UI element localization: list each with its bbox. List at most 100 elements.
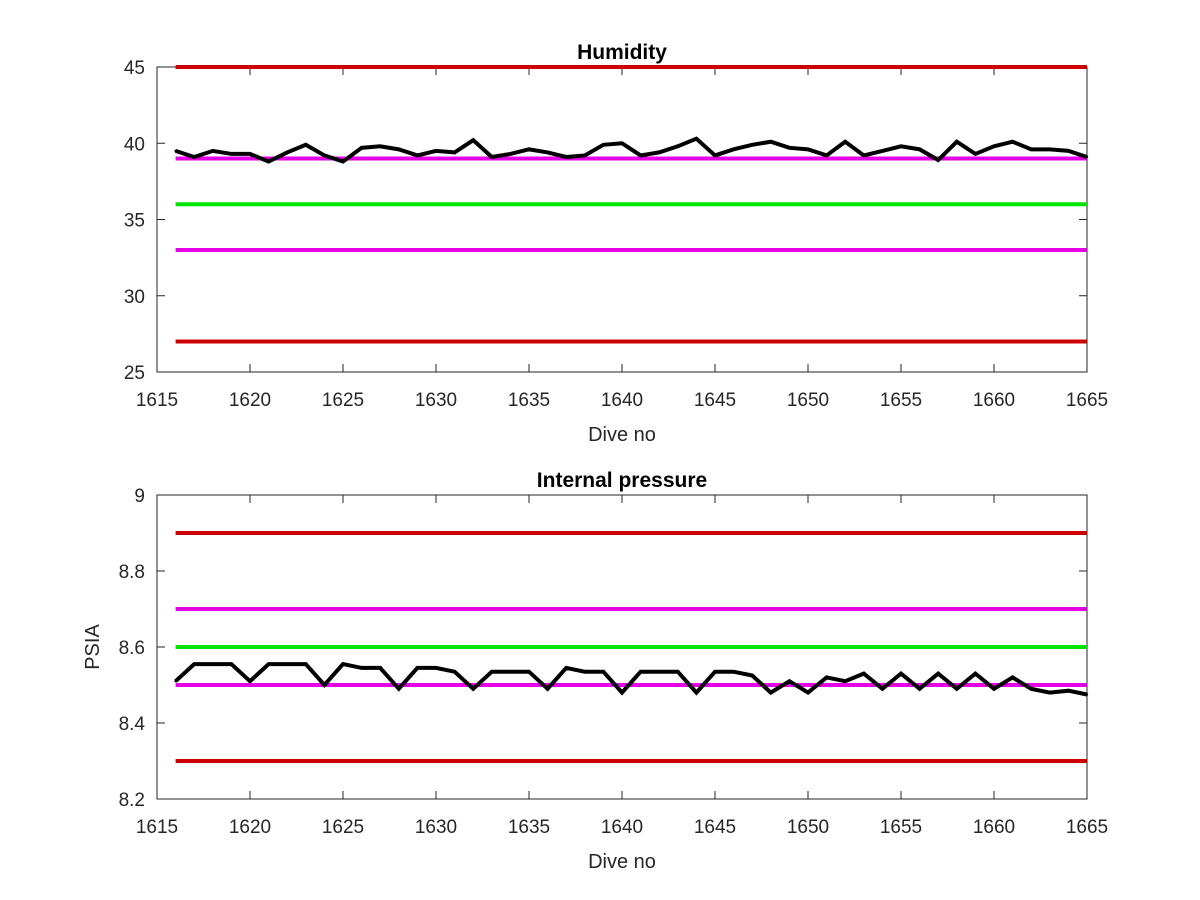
- humidity-data-point: [304, 143, 307, 146]
- internal-pressure-data-point: [509, 670, 512, 673]
- humidity-data-point: [416, 154, 419, 157]
- humidity-data-point: [286, 151, 289, 154]
- internal-pressure-data-point: [434, 666, 438, 670]
- internal-pressure-data-point: [806, 691, 810, 694]
- humidity-data-point: [211, 149, 214, 153]
- internal-pressure-data-point: [583, 670, 586, 673]
- internal-pressure-data-point: [751, 674, 754, 677]
- humidity-data-point: [583, 154, 586, 157]
- internal-pressure-data-point: [267, 662, 270, 666]
- humidity-data-point: [620, 142, 624, 145]
- internal-pressure-x-tick-label: 1630: [415, 817, 457, 838]
- humidity-data-point: [806, 148, 810, 151]
- humidity-data-point: [639, 154, 642, 157]
- internal-pressure-data-point: [713, 670, 717, 673]
- humidity-x-axis-label: Dive no: [588, 424, 656, 446]
- humidity-chart-title: Humidity: [577, 41, 667, 64]
- humidity-panel: 1615 1620 1625 1630 1635 1640 1645 1650 1655 1660…: [124, 41, 1108, 446]
- internal-pressure-data-point: [788, 680, 791, 683]
- internal-pressure-data-point: [639, 670, 642, 673]
- humidity-data-point: [844, 140, 847, 143]
- internal-pressure-y-tick-label: 8.4: [119, 714, 146, 735]
- humidity-data-point: [676, 145, 679, 148]
- internal-pressure-data-point: [453, 670, 456, 673]
- humidity-y-tick-label: 45: [124, 58, 145, 79]
- internal-pressure-y-tick-label: 8.8: [119, 562, 145, 583]
- humidity-x-tick-label: 1625: [322, 390, 364, 411]
- internal-pressure-data-point: [1085, 693, 1089, 696]
- internal-pressure-x-tick-label: 1645: [694, 817, 736, 838]
- humidity-x-tick-label: 1660: [973, 390, 1015, 411]
- internal-pressure-x-tick-label: 1655: [880, 817, 922, 838]
- humidity-y-tick-label: 25: [124, 363, 145, 384]
- humidity-x-tick-label: 1650: [787, 390, 829, 411]
- humidity-data-point: [899, 145, 903, 148]
- internal-pressure-x-tick-label: 1640: [601, 817, 643, 838]
- internal-pressure-data-point: [193, 662, 196, 666]
- internal-pressure-data-point: [955, 687, 958, 690]
- internal-pressure-data-point: [918, 687, 921, 690]
- humidity-data-point: [360, 146, 363, 150]
- humidity-x-tick-label: 1630: [415, 390, 457, 411]
- humidity-data-point: [974, 152, 977, 156]
- humidity-data-point: [1067, 149, 1070, 153]
- humidity-x-tick-label: 1655: [880, 390, 922, 411]
- humidity-data-point: [509, 152, 512, 156]
- internal-pressure-data-point: [769, 691, 772, 694]
- humidity-x-tick-label: 1635: [508, 390, 550, 411]
- internal-pressure-data-point: [1011, 676, 1014, 679]
- humidity-data-point: [490, 155, 493, 159]
- internal-pressure-panel: 1615 1620 1625 1630 1635 1640 1645 1650 1655 1660…: [82, 469, 1108, 873]
- humidity-data-point: [1085, 155, 1089, 159]
- humidity-data-point: [862, 154, 865, 157]
- humidity-data-point: [695, 137, 698, 140]
- internal-pressure-data-point: [602, 670, 605, 673]
- internal-pressure-y-tick-label: 8.2: [119, 790, 145, 811]
- humidity-data-point: [341, 160, 345, 163]
- humidity-axes-box: [156, 66, 1088, 373]
- humidity-data-point: [193, 155, 196, 159]
- internal-pressure-x-tick-label: 1665: [1066, 817, 1108, 838]
- internal-pressure-data-point: [211, 662, 214, 666]
- internal-pressure-data-point: [620, 691, 624, 694]
- internal-pressure-data-point: [695, 691, 698, 694]
- internal-pressure-x-tick-label: 1635: [508, 817, 550, 838]
- humidity-data-point: [323, 154, 326, 157]
- internal-pressure-x-tick-label: 1615: [136, 817, 178, 838]
- internal-pressure-data-point: [974, 672, 977, 675]
- humidity-data-point: [881, 149, 884, 153]
- humidity-data-point: [1030, 148, 1033, 151]
- internal-pressure-chart-title: Internal pressure: [537, 469, 707, 492]
- humidity-data-point: [546, 151, 549, 154]
- internal-pressure-data-line: [174, 661, 1088, 697]
- internal-pressure-data-point: [1030, 687, 1033, 690]
- internal-pressure-y-axis-label: PSIA: [82, 624, 104, 670]
- internal-pressure-data-point: [937, 672, 940, 675]
- internal-pressure-y-tick-label: 8.6: [119, 638, 145, 659]
- internal-pressure-x-tick-label: 1625: [322, 817, 364, 838]
- humidity-data-point: [267, 160, 270, 163]
- internal-pressure-data-point: [323, 683, 326, 687]
- internal-pressure-data-point: [658, 670, 661, 673]
- internal-pressure-data-point: [1048, 691, 1052, 694]
- humidity-data-point: [732, 148, 735, 151]
- humidity-data-point: [379, 145, 382, 148]
- humidity-data-point: [955, 140, 958, 143]
- internal-pressure-data-point: [230, 662, 233, 666]
- humidity-data-point: [918, 148, 921, 151]
- humidity-data-point: [992, 145, 996, 148]
- internal-pressure-data-point: [732, 670, 735, 673]
- internal-pressure-data-point: [676, 670, 679, 673]
- internal-pressure-data-point: [174, 680, 177, 683]
- humidity-x-tick-label: 1615: [136, 390, 178, 411]
- internal-pressure-data-point: [286, 662, 289, 666]
- internal-pressure-data-point: [490, 670, 493, 673]
- internal-pressure-x-tick-label: 1620: [229, 817, 271, 838]
- internal-pressure-data-point: [416, 666, 419, 670]
- internal-pressure-x-axis-label: Dive no: [588, 851, 656, 873]
- humidity-y-tick-label: 35: [124, 211, 145, 232]
- humidity-data-point: [713, 154, 717, 157]
- humidity-x-tick-label: 1640: [601, 390, 643, 411]
- humidity-data-point: [751, 143, 754, 146]
